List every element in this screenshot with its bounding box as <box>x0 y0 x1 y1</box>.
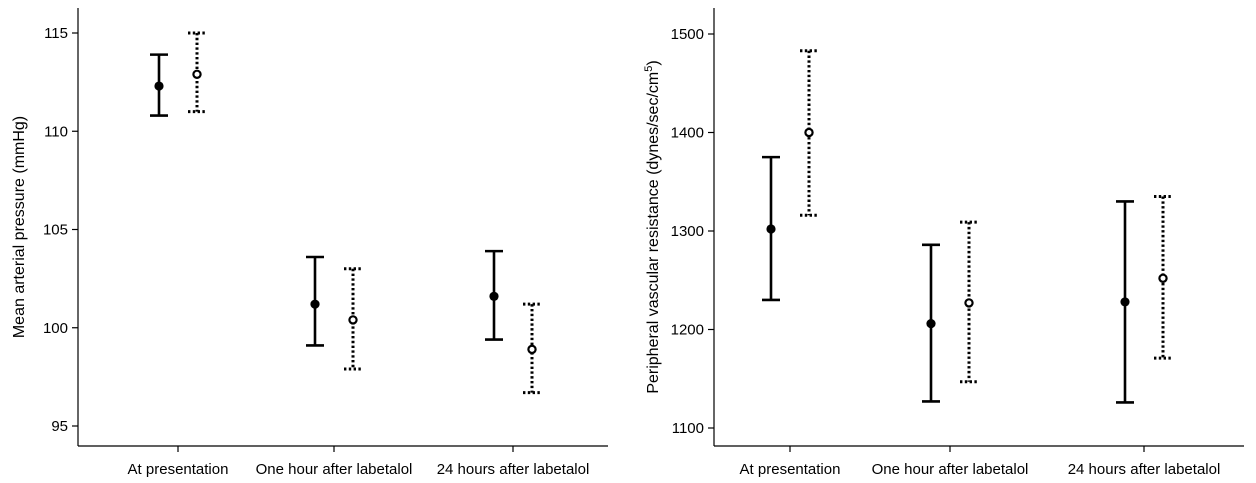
y-axis-title: Peripheral vascular resistance (dynes/se… <box>643 60 662 393</box>
dotted-error-bar <box>1154 195 1172 360</box>
solid-error-bar <box>762 155 780 302</box>
error-bars <box>150 31 541 395</box>
dotted-error-bar <box>344 267 362 371</box>
y-tick-label: 110 <box>44 123 68 140</box>
y-tick-label: 105 <box>43 222 68 239</box>
x-tick-label: 24 hours after labetalol <box>1068 461 1221 478</box>
solid-error-bar <box>922 243 940 403</box>
y-tick-label: 1200 <box>671 322 704 339</box>
solid-error-bar <box>485 249 503 341</box>
mean-point-open <box>1158 273 1168 283</box>
y-tick-label: 95 <box>51 418 68 435</box>
y-axis-title: Mean arterial pressure (mmHg) <box>11 116 28 338</box>
y-tick-label: 1400 <box>671 125 704 142</box>
y-axis-title-main: Peripheral vascular resistance (dynes/se… <box>645 72 662 394</box>
x-ticks: At presentation One hour after labetalol 2… <box>128 446 590 478</box>
mean-point-filled <box>1120 297 1130 307</box>
mean-point-filled <box>489 291 499 301</box>
dotted-error-bar <box>188 31 206 114</box>
mean-point-open <box>192 69 202 79</box>
mean-point-filled <box>154 81 164 91</box>
mean-point-filled <box>766 224 776 234</box>
x-tick-label: At presentation <box>128 461 229 478</box>
x-tick-label: One hour after labetalol <box>256 461 413 478</box>
mean-point-filled <box>310 299 320 309</box>
solid-error-bar <box>1116 200 1134 404</box>
mean-arterial-pressure-chart: Mean arterial pressure (mmHg) 95 100 105 11… <box>11 8 608 478</box>
error-bars <box>762 49 1172 404</box>
y-axis-title-suffix: ) <box>645 60 662 65</box>
mean-point-open <box>348 315 358 325</box>
y-tick-label: 1500 <box>671 26 704 43</box>
y-tick-label: 115 <box>44 25 68 42</box>
x-tick-label: One hour after labetalol <box>872 461 1029 478</box>
peripheral-vascular-resistance-chart: Peripheral vascular resistance (dynes/se… <box>643 8 1244 478</box>
solid-error-bar <box>150 53 168 117</box>
mean-point-filled <box>926 318 936 329</box>
y-axis-title-superscript: 5 <box>643 66 655 72</box>
mean-point-open <box>964 298 974 308</box>
mean-point-open <box>527 344 537 355</box>
y-tick-label: 100 <box>43 320 68 337</box>
mean-point-open <box>804 127 814 138</box>
x-tick-label: 24 hours after labetalol <box>437 461 590 478</box>
y-ticks: 1100 1200 1300 1400 1500 <box>671 26 714 437</box>
x-ticks: At presentation One hour after labetalol 2… <box>740 446 1221 478</box>
y-ticks: 95 100 105 110 115 <box>43 25 78 435</box>
y-tick-label: 1100 <box>672 420 704 437</box>
x-tick-label: At presentation <box>740 461 841 478</box>
dotted-error-bar <box>800 49 818 217</box>
dotted-error-bar <box>960 220 978 384</box>
dotted-error-bar <box>523 302 541 395</box>
y-tick-label: 1300 <box>671 223 704 240</box>
solid-error-bar <box>306 255 324 347</box>
